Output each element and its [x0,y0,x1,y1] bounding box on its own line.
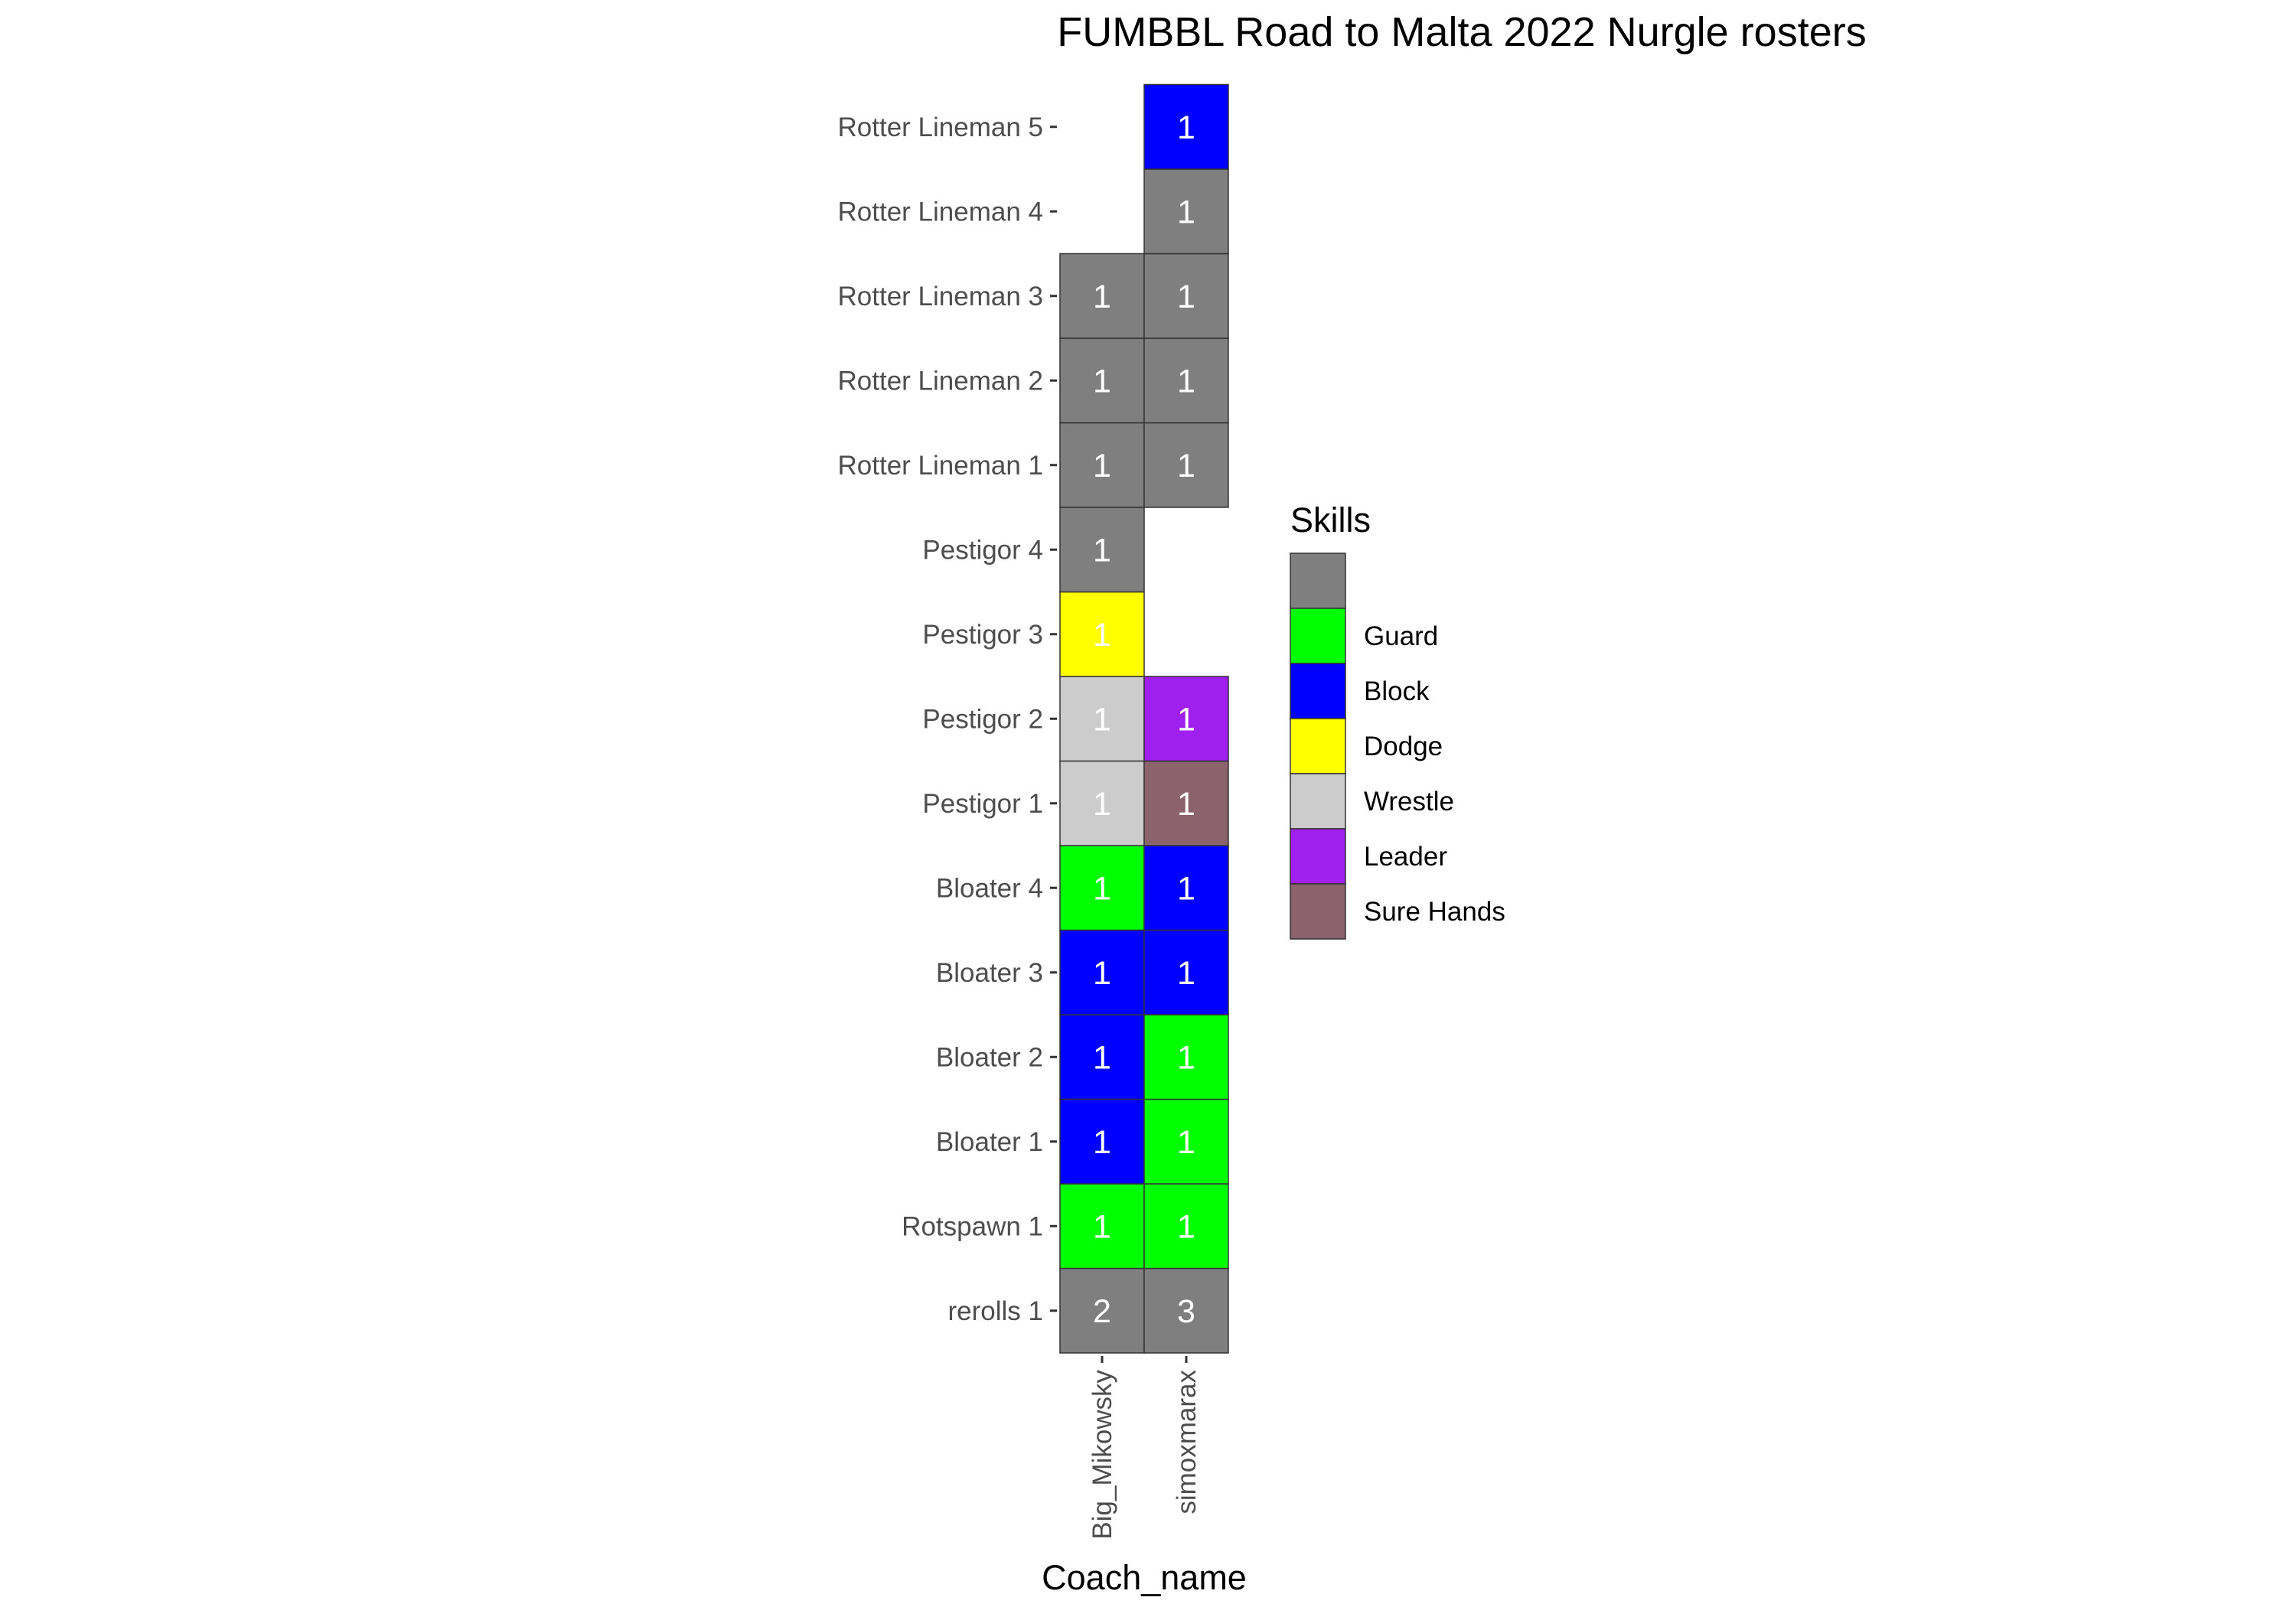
cell-simoxmarax-rotter-lineman-4 [1143,168,1229,255]
y-tick-label-pestigor-4: Pestigor 4 [922,535,1043,565]
y-tick-label-rotter-lineman-2: Rotter Lineman 2 [838,366,1043,396]
cell-label-simoxmarax-bloater-3: 1 [1177,955,1195,992]
chart-title: FUMBBL Road to Malta 2022 Nurgle rosters [1057,9,1866,55]
x-tick-label-simoxmarax: simoxmarax [1172,1370,1202,1514]
y-tick-label-bloater-1: Bloater 1 [936,1127,1043,1157]
legend-key-block [1290,663,1346,719]
cell-label-simoxmarax-bloater-2: 1 [1177,1039,1195,1076]
x-axis: Big_Mikowsky simoxmarax [1088,1356,1202,1540]
cell-label-big-mikowsky-bloater-2: 1 [1093,1039,1111,1076]
legend-label-wrestle: Wrestle [1364,787,1454,817]
cell-label-simoxmarax-pestigor-2: 1 [1177,701,1195,738]
legend-label-leader: Leader [1364,842,1447,872]
legend-key-wrestle [1290,773,1346,830]
cell-label-simoxmarax-rotter-lineman-5: 1 [1177,109,1195,146]
cell-label-simoxmarax-rotter-lineman-1: 1 [1177,448,1195,484]
y-tick-label-pestigor-3: Pestigor 3 [922,620,1043,650]
cell-label-big-mikowsky-rotter-lineman-2: 1 [1093,363,1111,399]
legend-label-dodge: Dodge [1364,732,1443,761]
legend-label-sure-hands: Sure Hands [1364,897,1505,927]
legend: Skills Guard Block Dodge Wrestle Leader Sure … [1290,500,1505,940]
y-tick-label-rotspawn-1: Rotspawn 1 [902,1211,1043,1241]
cell-label-big-mikowsky-pestigor-2: 1 [1093,701,1111,738]
cell-big-mikowsky-pestigor-4 [1059,507,1145,593]
cell-big-mikowsky-pestigor-3 [1059,591,1145,677]
cell-label-big-mikowsky-rotter-lineman-3: 1 [1093,279,1111,315]
cell-simoxmarax-rotter-lineman-2 [1143,337,1229,424]
cell-big-mikowsky-bloater-1 [1059,1098,1145,1185]
cell-simoxmarax-bloater-1 [1143,1098,1229,1185]
cell-big-mikowsky-pestigor-2 [1059,676,1145,762]
cell-simoxmarax-rotter-lineman-3 [1143,253,1229,339]
cell-label-simoxmarax-bloater-4: 1 [1177,870,1195,907]
cell-label-simoxmarax-rotter-lineman-4: 1 [1177,194,1195,230]
legend-key-leader [1290,828,1346,885]
legend-key-dodge [1290,718,1346,774]
cell-label-big-mikowsky-bloater-1: 1 [1093,1124,1111,1161]
cell-simoxmarax-rotspawn-1 [1143,1183,1229,1270]
y-tick-label-bloater-2: Bloater 2 [936,1042,1043,1072]
cell-simoxmarax-bloater-3 [1143,929,1229,1015]
cell-big-mikowsky-bloater-4 [1059,845,1145,931]
cell-label-big-mikowsky-rotter-lineman-1: 1 [1093,448,1111,484]
cell-label-big-mikowsky-rotspawn-1: 1 [1093,1208,1111,1245]
legend-title: Skills [1290,500,1371,539]
cell-label-simoxmarax-rotter-lineman-2: 1 [1177,363,1195,399]
cell-label-big-mikowsky-bloater-3: 1 [1093,955,1111,992]
cell-label-simoxmarax-rerolls-1: 3 [1177,1293,1195,1330]
cell-label-big-mikowsky-pestigor-1: 1 [1093,786,1111,823]
legend-key-blank [1290,553,1346,609]
cell-big-mikowsky-rotspawn-1 [1059,1183,1145,1270]
cell-simoxmarax-rotter-lineman-1 [1143,422,1229,508]
y-tick-label-rotter-lineman-5: Rotter Lineman 5 [838,112,1043,142]
legend-key-guard [1290,608,1346,664]
cell-label-big-mikowsky-pestigor-3: 1 [1093,617,1111,654]
x-axis-title: Coach_name [1042,1558,1247,1597]
legend-keys: Guard Block Dodge Wrestle Leader Sure Hands [1290,553,1505,940]
cell-simoxmarax-pestigor-2 [1143,676,1229,762]
cell-simoxmarax-bloater-2 [1143,1014,1229,1100]
cell-simoxmarax-rerolls-1 [1143,1267,1229,1354]
y-tick-label-rotter-lineman-3: Rotter Lineman 3 [838,282,1043,311]
cell-big-mikowsky-rerolls-1 [1059,1267,1145,1354]
x-tick-label-big-mikowsky: Big_Mikowsky [1088,1370,1117,1540]
y-tick-label-bloater-4: Bloater 4 [936,873,1043,903]
y-tick-label-rotter-lineman-1: Rotter Lineman 1 [838,451,1043,481]
y-tick-label-rotter-lineman-4: Rotter Lineman 4 [838,197,1043,227]
cell-simoxmarax-bloater-4 [1143,845,1229,931]
cell-label-simoxmarax-rotspawn-1: 1 [1177,1208,1195,1245]
cell-label-big-mikowsky-rerolls-1: 2 [1093,1293,1111,1330]
cell-label-simoxmarax-pestigor-1: 1 [1177,786,1195,823]
legend-label-block: Block [1364,676,1430,706]
legend-key-sure-hands [1290,883,1346,940]
y-tick-label-rerolls-1: rerolls 1 [948,1296,1043,1326]
heatmap-cells: 2 1 1 1 1 1 1 1 1 1 1 1 1 3 1 1 1 1 1 1 1 1 1 1 1 1 [1059,83,1229,1354]
cell-label-big-mikowsky-bloater-4: 1 [1093,870,1111,907]
cell-simoxmarax-rotter-lineman-5 [1143,83,1229,170]
cell-label-simoxmarax-bloater-1: 1 [1177,1124,1195,1161]
cell-label-big-mikowsky-pestigor-4: 1 [1093,532,1111,569]
y-tick-label-pestigor-1: Pestigor 1 [922,789,1043,819]
legend-label-guard: Guard [1364,621,1438,651]
cell-label-simoxmarax-rotter-lineman-3: 1 [1177,279,1195,315]
y-tick-label-bloater-3: Bloater 3 [936,958,1043,988]
y-tick-label-pestigor-2: Pestigor 2 [922,704,1043,734]
y-axis: rerolls 1 Rotspawn 1 Bloater 1 Bloater 2 Blo… [838,112,1057,1326]
